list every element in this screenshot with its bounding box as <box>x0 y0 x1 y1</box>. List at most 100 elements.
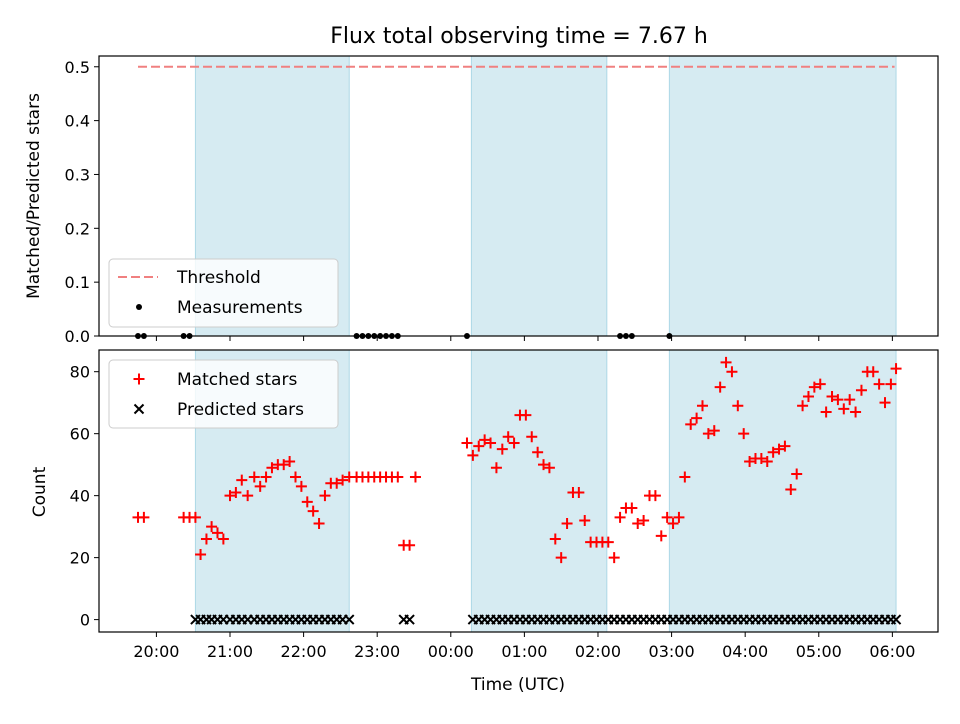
matched-star-point <box>266 462 278 474</box>
matched-star-point <box>702 428 714 440</box>
matched-star-point <box>467 449 479 461</box>
top-y-axis-label: Matched/Predicted stars <box>24 93 44 299</box>
x-tick-label: 22:00 <box>281 642 327 661</box>
matched-star-point <box>832 394 844 406</box>
matched-star-point <box>649 490 661 502</box>
ratio-panel: 0.0 0.1 0.2 0.3 0.4 0.5 Threshold Measurements <box>65 55 939 346</box>
matched-star-point <box>738 428 750 440</box>
matched-star-point <box>655 530 667 542</box>
matched-star-point <box>301 496 313 508</box>
matched-star-point <box>667 518 679 530</box>
matched-star-point <box>307 505 319 517</box>
predicted-star-point <box>344 614 355 625</box>
matched-star-point <box>820 406 832 418</box>
matched-star-point <box>785 483 797 495</box>
matched-star-point <box>838 403 850 415</box>
matched-star-point <box>638 514 650 526</box>
y-tick-label: 0 <box>80 611 90 630</box>
matched-star-point <box>767 446 779 458</box>
matched-star-point <box>290 471 302 483</box>
matched-star-point <box>508 437 520 449</box>
matched-star-point <box>561 518 573 530</box>
y-tick-label: 0.2 <box>65 219 90 238</box>
legend-matched-swatch <box>133 373 145 385</box>
matched-star-point <box>797 400 809 412</box>
matched-star-point <box>319 490 331 502</box>
matched-star-point <box>867 366 879 378</box>
matched-star-point <box>195 549 207 561</box>
legend-predicted-label: Predicted stars <box>177 400 304 420</box>
matched-star-point <box>217 533 229 545</box>
y-tick-label: 40 <box>70 487 90 506</box>
shaded-interval <box>668 55 897 337</box>
x-tick-label: 21:00 <box>207 642 253 661</box>
matched-star-point <box>802 390 814 402</box>
matched-star-point <box>714 381 726 393</box>
x-tick-label: 20:00 <box>133 642 179 661</box>
matched-star-point <box>526 431 538 443</box>
matched-star-point <box>461 437 473 449</box>
matched-star-point <box>890 363 902 375</box>
legend-measurement-label: Measurements <box>177 298 303 318</box>
matched-star-point <box>543 462 555 474</box>
axes-frame <box>98 55 939 337</box>
x-tick-label: 03:00 <box>649 642 695 661</box>
matched-star-point <box>879 397 891 409</box>
x-tick-label: 23:00 <box>354 642 400 661</box>
matched-star-point <box>773 443 785 455</box>
matched-star-point <box>661 511 673 523</box>
matched-star-point <box>850 406 862 418</box>
legend-box <box>108 258 339 328</box>
matched-star-point <box>726 366 738 378</box>
y-tick-label: 80 <box>70 363 90 382</box>
matched-star-point <box>532 446 544 458</box>
matched-star-point <box>608 552 620 564</box>
matched-star-point <box>485 437 497 449</box>
matched-star-point <box>744 456 756 468</box>
legend-threshold-label: Threshold <box>176 268 261 288</box>
matched-star-point <box>200 533 212 545</box>
matched-star-point <box>337 474 349 486</box>
matched-star-point <box>573 487 585 499</box>
y-tick-label: 0.0 <box>65 327 90 346</box>
matched-star-point <box>496 443 508 455</box>
matched-star-point <box>278 459 290 471</box>
matched-star-point <box>248 471 260 483</box>
legend-box <box>108 359 339 429</box>
matched-star-point <box>404 539 416 551</box>
y-tick-label: 20 <box>70 549 90 568</box>
matched-star-point <box>579 514 591 526</box>
y-tick-label: 0.5 <box>65 58 90 77</box>
matched-star-point <box>755 452 767 464</box>
matched-star-point <box>708 425 720 437</box>
matched-star-point <box>260 471 272 483</box>
matched-star-point <box>189 511 201 523</box>
x-tick-label: 05:00 <box>796 642 842 661</box>
matched-star-point <box>313 518 325 530</box>
matched-star-point <box>826 390 838 402</box>
matched-star-point <box>295 480 307 492</box>
predicted-star-point <box>404 614 415 625</box>
x-tick-label: 01:00 <box>501 642 547 661</box>
legend-measurement-swatch <box>136 304 142 310</box>
matched-star-point <box>236 474 248 486</box>
shaded-interval <box>470 55 608 337</box>
matched-star-point <box>206 521 218 533</box>
x-tick-label: 04:00 <box>722 642 768 661</box>
legend-bottom: Matched stars Predicted stars <box>108 359 339 429</box>
shaded-interval <box>668 349 897 633</box>
shaded-interval <box>470 349 608 633</box>
predicted-star-point <box>890 614 902 625</box>
matched-star-point <box>479 434 491 446</box>
y-tick-label: 0.3 <box>65 165 90 184</box>
matched-star-point <box>626 502 638 514</box>
axes-frame <box>98 349 939 633</box>
matched-star-point <box>230 487 242 499</box>
matched-star-point <box>779 440 791 452</box>
x-tick-label: 02:00 <box>575 642 621 661</box>
matched-star-point <box>885 378 897 390</box>
count-panel: 0 20 40 60 80 20:00 21:00 22:00 23:00 00:00 01:00 0… <box>70 349 939 661</box>
matched-star-point <box>502 431 514 443</box>
y-tick-label: 60 <box>70 425 90 444</box>
